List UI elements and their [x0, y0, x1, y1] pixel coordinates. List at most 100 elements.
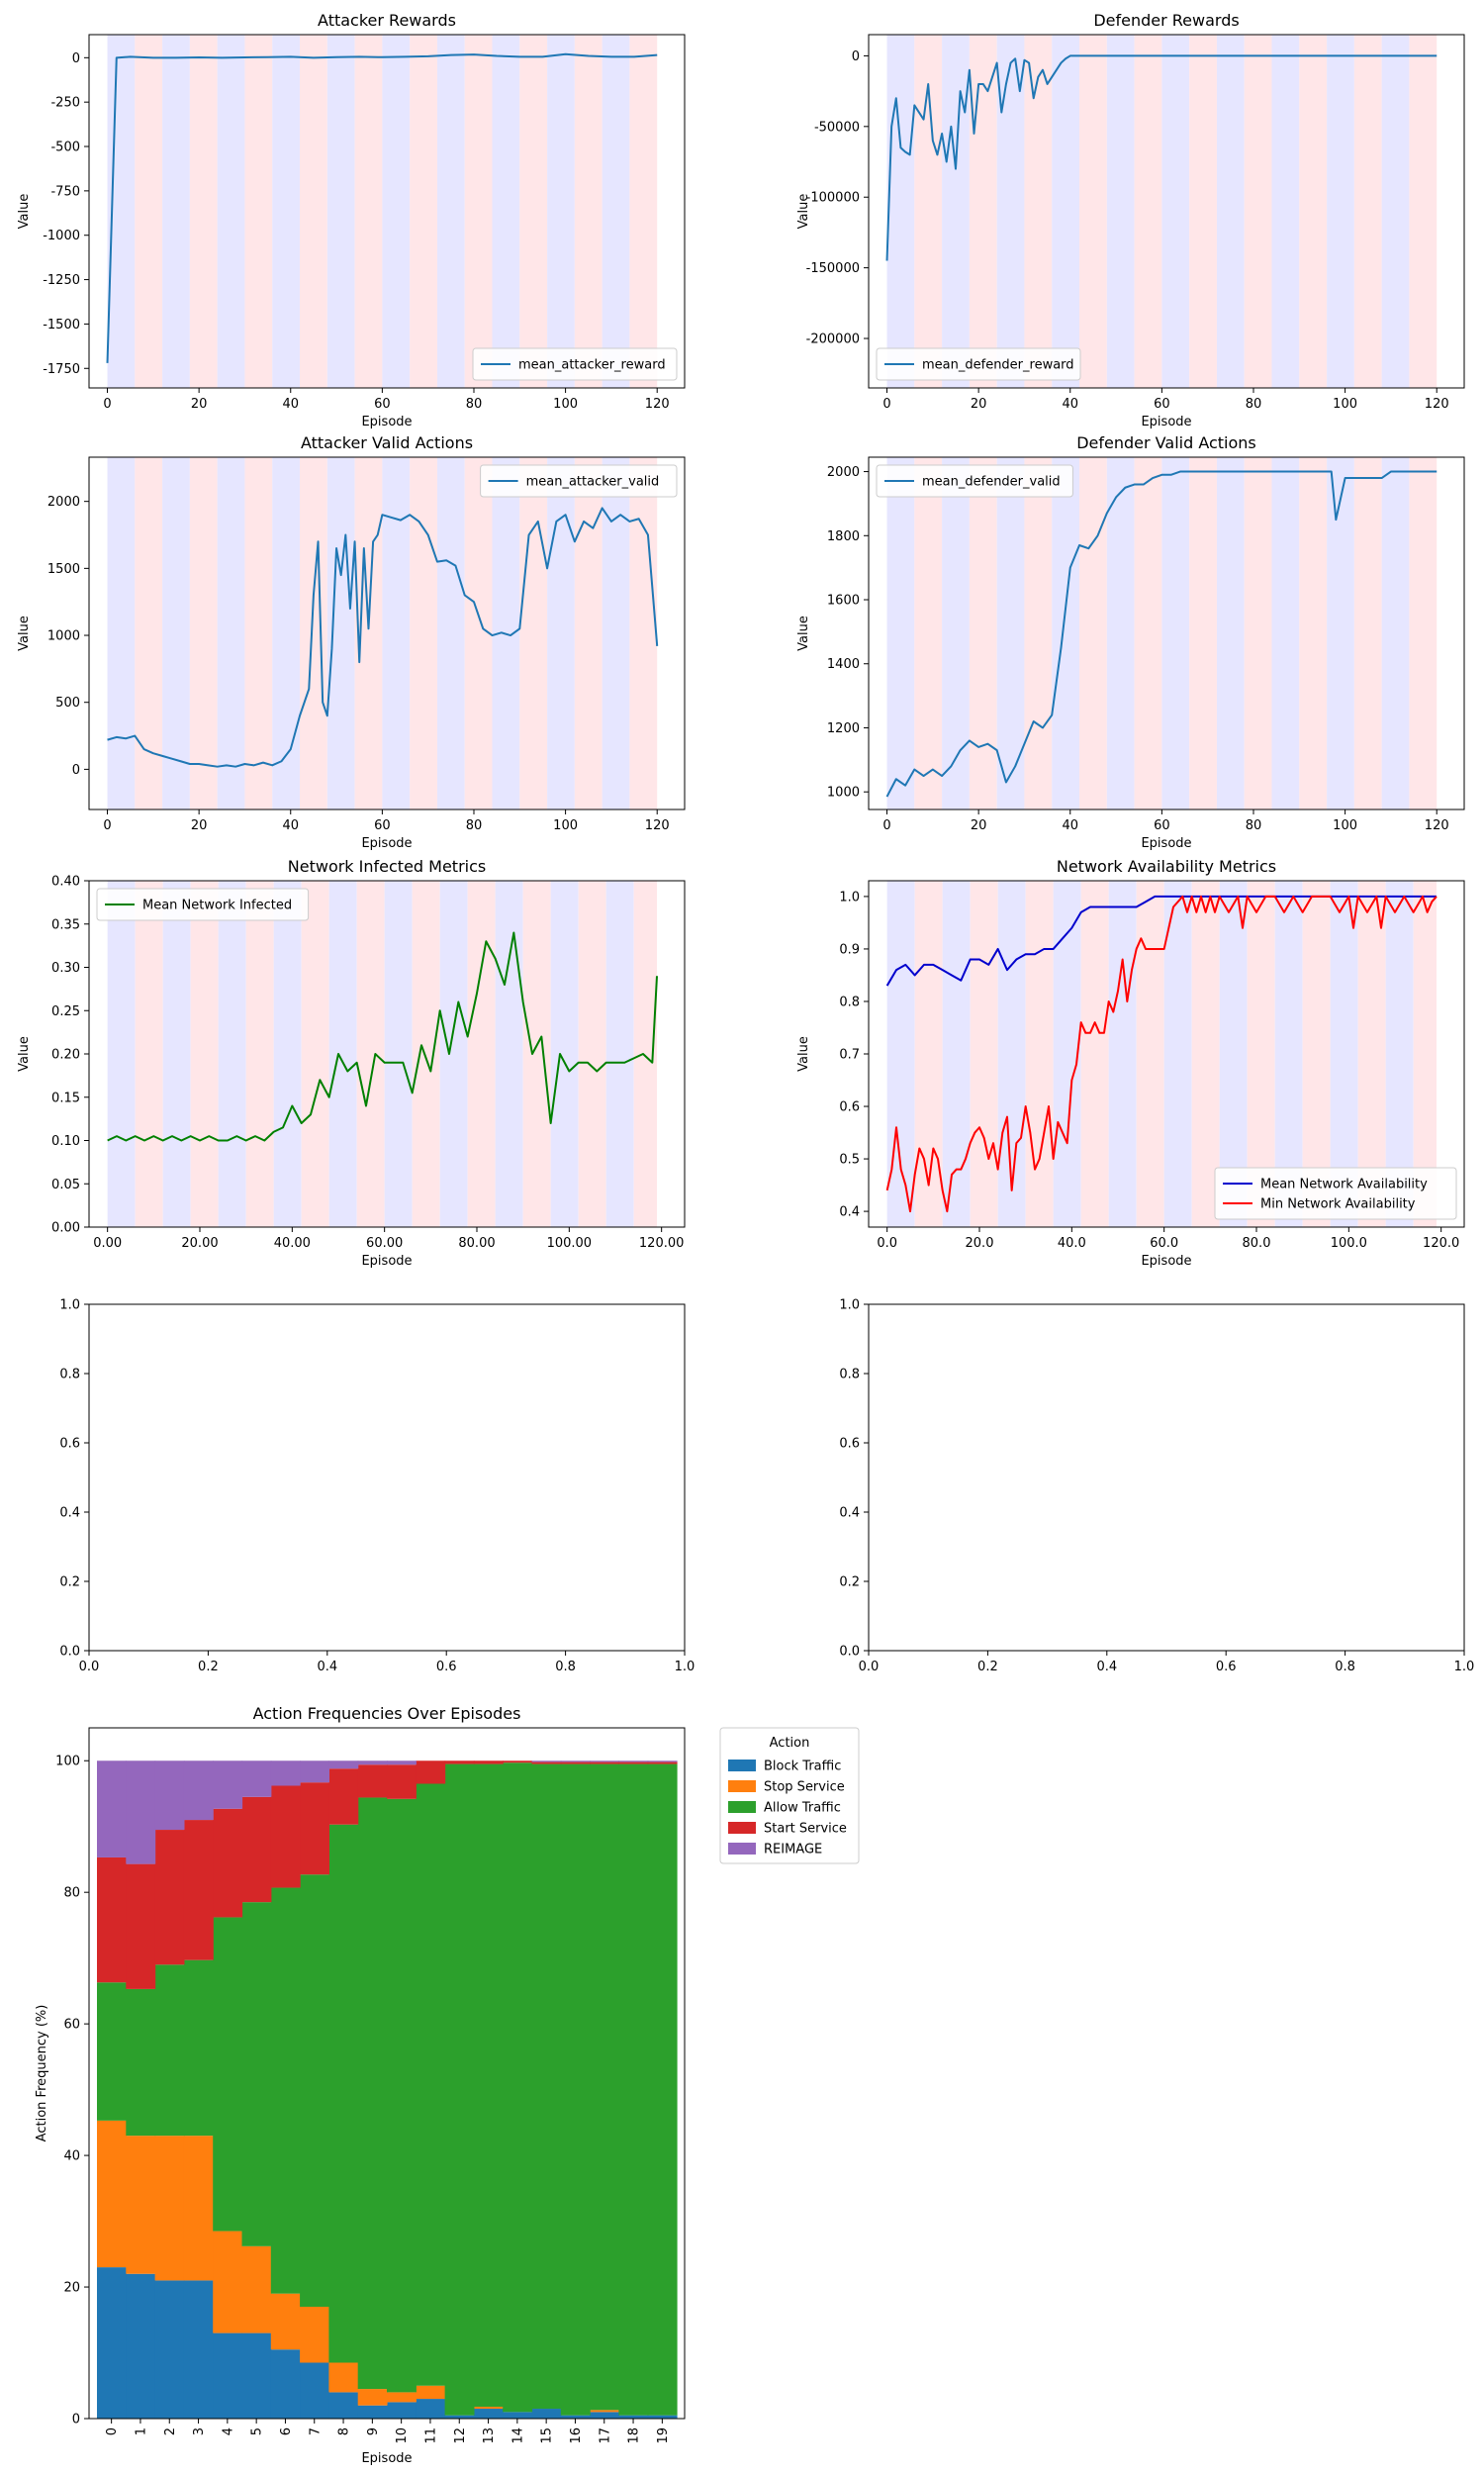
chart-defender_rewards: 0 20 40 60 80 100 120 0 -50000 -100000 -150000 -200… — [796, 11, 1465, 429]
x-tick-label: 8 — [337, 2427, 352, 2435]
area-segment — [387, 1760, 417, 1765]
phase-band — [997, 881, 1026, 1227]
area-segment — [270, 2293, 301, 2350]
phase-band — [135, 457, 163, 809]
phase-band — [629, 457, 658, 809]
area-segment — [357, 2389, 388, 2406]
area-segment — [387, 2392, 417, 2403]
phase-band — [886, 35, 915, 388]
y-tick-label: 1.0 — [839, 1298, 860, 1313]
x-tick-label: 20.0 — [966, 1236, 994, 1251]
y-axis-label: Value — [796, 616, 811, 651]
y-tick-label: 0 — [852, 49, 860, 64]
legend-swatch — [728, 1822, 756, 1834]
phase-band — [273, 881, 302, 1227]
legend-label: mean_attacker_valid — [526, 475, 660, 490]
y-tick-label: 2000 — [827, 465, 860, 480]
phase-band — [436, 35, 465, 388]
phase-band — [1353, 457, 1382, 809]
x-tick-label: 7 — [308, 2427, 323, 2435]
phase-band — [492, 35, 520, 388]
x-tick-label: 0.8 — [1335, 1660, 1355, 1674]
phase-band — [942, 881, 971, 1227]
x-tick-label: 13 — [482, 2427, 497, 2444]
chart-action_frequencies: 0 1 2 3 4 5 6 7 8 9 10 11 12 13 14 15 16 17 18 190204060801… — [35, 1704, 860, 2466]
x-tick-label: 0 — [103, 397, 111, 412]
x-tick-label: 20 — [971, 397, 987, 412]
phase-band — [354, 457, 383, 809]
y-tick-label: 0.40 — [51, 875, 80, 890]
area-segment — [183, 1820, 214, 1960]
y-tick-label: 0.5 — [839, 1153, 860, 1168]
area-segment — [126, 2136, 156, 2274]
area-segment — [213, 1760, 243, 1809]
x-tick-label: 120 — [1425, 818, 1449, 833]
x-tick-label: 9 — [366, 2427, 381, 2435]
phase-band — [244, 35, 273, 388]
plot-frame — [88, 1303, 686, 1652]
y-tick-label: -1500 — [43, 318, 80, 333]
area-segment — [270, 1887, 301, 2294]
phase-band — [190, 881, 219, 1227]
y-tick-label: -1250 — [43, 273, 80, 288]
y-tick-label: 0 — [72, 763, 80, 778]
legend-box — [876, 347, 1081, 381]
area-segment — [97, 1760, 127, 1857]
phase-band — [107, 881, 136, 1227]
phase-band — [969, 457, 997, 809]
phase-band — [162, 457, 190, 809]
legend-box — [1214, 1167, 1457, 1220]
x-tick-label: 0.4 — [1096, 1660, 1117, 1674]
area-segment — [416, 2385, 446, 2400]
area-segment — [618, 1760, 649, 1762]
phase-band — [135, 881, 163, 1227]
x-tick-label: 0 — [103, 818, 111, 833]
y-tick-label: 40 — [63, 2149, 80, 2164]
y-tick-label: 0.00 — [51, 1221, 80, 1236]
y-tick-label: -50000 — [814, 120, 860, 135]
area-segment — [647, 1763, 678, 2416]
phase-band — [970, 881, 998, 1227]
area-segment — [241, 1760, 272, 1797]
legend: mean_attacker_valid — [480, 464, 678, 498]
y-tick-label: 0.2 — [839, 1575, 860, 1590]
legend-swatch — [728, 1760, 756, 1771]
phase-band — [1053, 881, 1081, 1227]
x-tick-label: 11 — [423, 2427, 438, 2444]
x-tick-label: 60 — [1154, 818, 1170, 833]
x-tick-label: 40 — [282, 397, 299, 412]
x-tick-label: 14 — [510, 2427, 525, 2444]
phase-band — [886, 457, 915, 809]
legend-label: Start Service — [764, 1822, 847, 1837]
y-tick-label: 0 — [72, 2413, 80, 2427]
phase-band — [495, 881, 523, 1227]
phase-band — [162, 35, 190, 388]
area-segment — [97, 2267, 127, 2419]
chart-empty_left: 0.0 0.2 0.4 0.6 0.8 1.0 0.0 0.2 0.4 0.6 0.8 1.0 — [59, 1298, 695, 1675]
x-axis-label: Episode — [1141, 836, 1191, 851]
area-segment — [328, 2362, 359, 2393]
phase-band — [522, 881, 551, 1227]
x-tick-label: 120 — [645, 397, 670, 412]
plot-frame — [868, 456, 1465, 810]
y-tick-label: 0.7 — [839, 1048, 860, 1063]
phase-band — [189, 35, 218, 388]
chart-network_availability: 0.0 20.0 40.0 60.0 80.0 100.0 120.0 0.4 0.5 0.6 0.… — [796, 857, 1465, 1269]
legend: Mean Network Availability Min Network Ava… — [1214, 1167, 1457, 1220]
phase-band — [436, 457, 465, 809]
y-axis-label: Value — [17, 194, 32, 230]
phase-band — [1024, 457, 1053, 809]
area-segment — [560, 2415, 591, 2419]
legend-swatch — [728, 1843, 756, 1855]
area-segment — [270, 1785, 301, 1888]
y-tick-label: 1500 — [47, 562, 80, 577]
phase-band — [412, 881, 440, 1227]
area-segment — [213, 2231, 243, 2333]
area-segment — [590, 1763, 619, 2411]
phase-band — [1024, 35, 1053, 388]
area-segment — [300, 1782, 329, 1875]
y-tick-label: 1800 — [827, 529, 860, 544]
chart-title: Attacker Rewards — [318, 11, 456, 30]
series-line — [107, 931, 658, 1142]
